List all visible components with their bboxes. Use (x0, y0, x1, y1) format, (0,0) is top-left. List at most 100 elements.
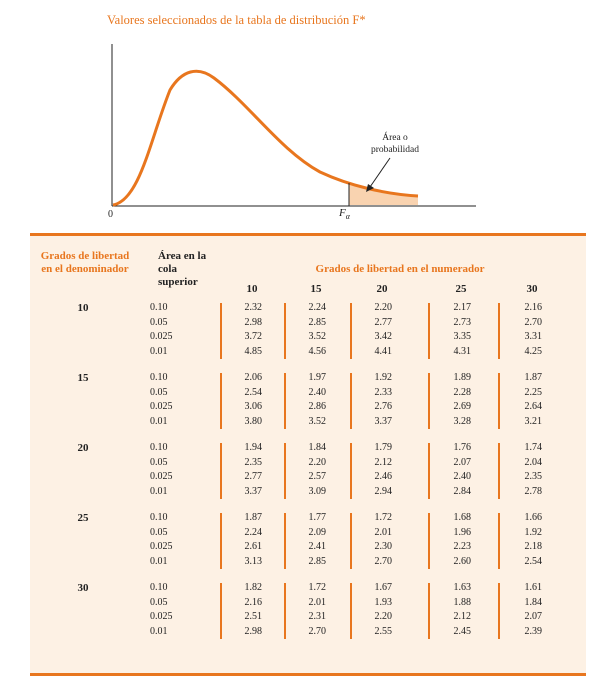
tail-area-value: 0.10 (150, 582, 168, 593)
tail-area-value: 0.05 (150, 316, 168, 328)
f-value-cell: 3.06 (244, 401, 263, 412)
tail-area-value: 0.025 (150, 471, 173, 482)
f-value-cell: 1.61 (524, 582, 543, 593)
f-value-cell: 2.73 (453, 316, 472, 328)
f-value-cell: 2.23 (453, 541, 472, 552)
f-value-cell: 2.17 (453, 302, 472, 313)
column-divider (220, 443, 222, 499)
denominator-df-20: 20 (77, 442, 89, 454)
tail-area-value: 0.01 (150, 415, 168, 427)
f-value-cell: 1.89 (453, 372, 472, 383)
tail-area-value: 0.01 (150, 485, 168, 497)
f-value-cell: 2.78 (524, 485, 543, 497)
f-value-cell: 2.70 (308, 625, 327, 637)
column-divider (428, 373, 430, 429)
f-value-cell: 1.97 (308, 372, 327, 383)
f-value-cell: 2.35 (524, 471, 543, 482)
f-value-cell: 1.72 (374, 512, 393, 523)
f-value-cell: 3.80 (244, 415, 263, 427)
f-value-cell: 2.01 (374, 526, 393, 538)
f-value-cell: 2.54 (244, 386, 263, 398)
f-value-cell: 3.72 (244, 331, 263, 342)
tail-area-value: 0.10 (150, 442, 168, 453)
f-value-cell: 2.20 (374, 611, 393, 622)
f-value-cell: 2.01 (308, 596, 327, 608)
f-value-cell: 2.30 (374, 541, 393, 552)
column-divider (498, 513, 500, 569)
f-value-cell: 3.31 (524, 331, 543, 342)
column-divider (284, 303, 286, 359)
f-value-cell: 2.55 (374, 625, 393, 637)
tail-area-value: 0.10 (150, 512, 168, 523)
f-value-cell: 4.31 (453, 345, 472, 357)
column-divider (220, 513, 222, 569)
f-value-cell: 1.66 (524, 512, 543, 523)
f-value-cell: 3.09 (308, 485, 327, 497)
column-divider (498, 373, 500, 429)
column-divider (498, 583, 500, 639)
denominator-df-15: 15 (77, 372, 89, 384)
f-value-cell: 3.28 (453, 415, 472, 427)
area-annotation: Área o probabilidad (370, 133, 419, 155)
f-value-cell: 2.12 (374, 456, 393, 468)
f-value-cell: 2.98 (244, 625, 263, 637)
f-value-cell: 2.85 (308, 316, 327, 328)
column-divider (220, 583, 222, 639)
f-value-cell: 2.98 (244, 316, 263, 328)
f-value-cell: 3.35 (453, 331, 472, 342)
tail-area-value: 0.025 (150, 401, 173, 412)
tail-area-value: 0.01 (150, 625, 168, 637)
f-value-cell: 4.41 (374, 345, 393, 357)
f-value-cell: 2.45 (453, 625, 472, 637)
f-value-cell: 1.77 (308, 512, 327, 523)
f-value-cell: 2.69 (453, 401, 472, 412)
f-value-cell: 1.87 (524, 372, 543, 383)
f-value-cell: 2.31 (308, 611, 327, 622)
f-value-cell: 1.79 (374, 442, 393, 453)
f-value-cell: 1.63 (453, 582, 472, 593)
f-value-cell: 2.84 (453, 485, 472, 497)
f-value-cell: 1.74 (524, 442, 543, 453)
f-value-cell: 2.85 (308, 555, 327, 567)
f-value-cell: 2.40 (308, 386, 327, 398)
f-value-cell: 2.60 (453, 555, 472, 567)
column-divider (284, 373, 286, 429)
f-value-cell: 1.82 (244, 582, 263, 593)
f-value-cell: 1.84 (308, 442, 327, 453)
f-value-cell: 2.24 (244, 526, 263, 538)
column-divider (498, 303, 500, 359)
f-value-cell: 2.32 (244, 302, 263, 313)
table-top-rule (30, 233, 586, 236)
f-value-cell: 2.61 (244, 541, 263, 552)
column-divider (350, 373, 352, 429)
column-divider (428, 443, 430, 499)
f-value-cell: 2.24 (308, 302, 327, 313)
numerator-df-header: Grados de libertad en el numerador (315, 263, 485, 275)
tail-area-value: 0.05 (150, 456, 168, 468)
f-value-cell: 2.64 (524, 401, 543, 412)
f-value-cell: 3.52 (308, 331, 327, 342)
denominator-df-10: 10 (77, 302, 89, 314)
numerator-df-15: 15 (310, 283, 322, 295)
f-value-cell: 3.37 (244, 485, 263, 497)
table-bottom-rule (30, 673, 586, 676)
column-divider (350, 303, 352, 359)
column-divider (350, 443, 352, 499)
f-value-cell: 3.13 (244, 555, 263, 567)
f-value-cell: 3.21 (524, 415, 543, 427)
f-value-cell: 2.51 (244, 611, 263, 622)
f-value-cell: 2.04 (524, 456, 543, 468)
f-value-cell: 1.76 (453, 442, 472, 453)
f-value-cell: 2.57 (308, 471, 327, 482)
f-value-cell: 2.86 (308, 401, 327, 412)
column-divider (284, 443, 286, 499)
tail-area-value: 0.05 (150, 526, 168, 538)
f-value-cell: 2.09 (308, 526, 327, 538)
f-value-cell: 1.87 (244, 512, 263, 523)
f-value-cell: 2.12 (453, 611, 472, 622)
tail-area-value: 0.05 (150, 386, 168, 398)
f-value-cell: 2.33 (374, 386, 393, 398)
numerator-df-10: 10 (246, 283, 258, 295)
f-value-cell: 1.93 (374, 596, 393, 608)
f-value-cell: 1.96 (453, 526, 472, 538)
